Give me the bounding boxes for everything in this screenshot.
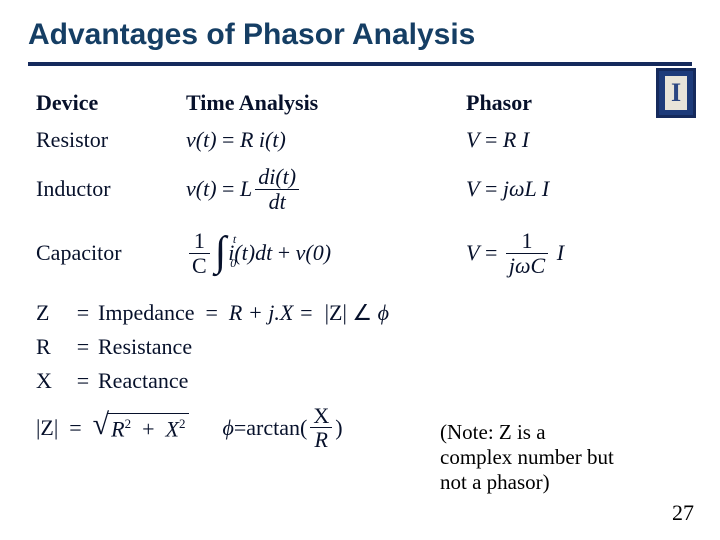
def-z-phi: ϕ: [378, 300, 389, 325]
zline-close: ): [335, 415, 342, 441]
time-resistor-op: =: [222, 127, 234, 153]
note-line2: complex number but: [440, 445, 614, 469]
def-z-expr-pre: R + j.X =: [229, 300, 314, 325]
header-device: Device: [36, 90, 186, 116]
table-header-row: Device Time Analysis Phasor: [36, 86, 692, 120]
angle-icon: ∠: [352, 300, 372, 325]
def-z-extra-eq: =: [206, 300, 218, 325]
def-z-absz: |Z|: [325, 300, 347, 325]
zline-frac: X R: [310, 404, 332, 451]
integral-upper: t: [233, 236, 236, 243]
phasor-capacitor-tail: I: [557, 240, 564, 266]
zline-x: X: [166, 416, 179, 441]
zline-lhs: |Z|: [36, 415, 58, 441]
phasor-resistor-lhs: V: [466, 127, 479, 153]
note-text: (Note: Z is a complex number but not a p…: [440, 420, 670, 496]
time-inductor-frac: di(t) dt: [255, 165, 299, 212]
def-z-sym: Z: [36, 300, 68, 326]
time-capacitor-leadden: C: [189, 254, 210, 277]
phasor-capacitor-lhs: V: [466, 240, 479, 266]
zline-x-exp: 2: [179, 416, 186, 431]
def-r-sym: R: [36, 334, 68, 360]
def-x-sym: X: [36, 368, 68, 394]
phasor-capacitor: V = 1 jωC I: [466, 229, 564, 276]
zline-frac-den: R: [312, 428, 331, 451]
page-number: 27: [672, 500, 694, 526]
time-inductor-op: =: [222, 176, 234, 202]
label-inductor: Inductor: [36, 176, 186, 202]
phasor-inductor-op: =: [485, 176, 497, 202]
zline-frac-num: X: [310, 404, 332, 427]
def-x-label: Reactance: [98, 368, 188, 394]
phasor-capacitor-num: 1: [519, 229, 536, 252]
integral-icon: ∫ t 0: [215, 240, 227, 265]
phasor-inductor-lhs: V: [466, 176, 479, 202]
time-capacitor: 1 C ∫ t 0 i(t)dt + v(0): [186, 229, 466, 276]
phasor-capacitor-op: =: [485, 240, 497, 266]
content-area: Device Time Analysis Phasor Resistor v(t…: [28, 86, 692, 451]
def-z-label: Impedance: [98, 300, 195, 325]
slide-title: Advantages of Phasor Analysis: [28, 18, 692, 52]
time-inductor-num: di(t): [255, 165, 299, 188]
zline-radicand: R2 + X2: [107, 413, 189, 442]
time-capacitor-leadfrac: 1 C: [189, 229, 210, 276]
def-x: X = Reactance: [36, 364, 692, 398]
zline-eq: =: [69, 415, 81, 441]
zline-phi: ϕ: [222, 415, 233, 441]
phasor-inductor-rhs: jωL I: [503, 176, 549, 202]
label-resistor: Resistor: [36, 127, 186, 153]
time-inductor-coef: L: [240, 176, 252, 202]
row-inductor: Inductor v(t) = L di(t) dt V =: [36, 160, 692, 218]
zline-arctan: =arctan(: [234, 415, 307, 441]
time-capacitor-plus: +: [278, 240, 290, 266]
def-r-label: Resistance: [98, 334, 192, 360]
phasor-capacitor-den: jωC: [506, 254, 548, 277]
integral-lower: 0: [230, 260, 236, 267]
slide: Advantages of Phasor Analysis I Device T…: [0, 0, 720, 540]
def-z: Z = Impedance = R + j.X = |Z| ∠ ϕ: [36, 296, 692, 330]
time-inductor-lhs: v(t): [186, 176, 217, 202]
definitions: Z = Impedance = R + j.X = |Z| ∠ ϕ R = Re…: [36, 296, 692, 398]
phasor-capacitor-frac: 1 jωC: [506, 229, 548, 276]
zline-plus: +: [142, 416, 154, 441]
def-r-eq: =: [68, 334, 98, 360]
note-line1: (Note: Z is a: [440, 420, 546, 444]
header-time: Time Analysis: [186, 90, 466, 116]
label-capacitor: Capacitor: [36, 240, 186, 266]
title-rule: [28, 62, 692, 66]
zline-r-exp: 2: [125, 416, 132, 431]
time-inductor-den: dt: [266, 190, 289, 213]
time-resistor-lhs: v(t): [186, 127, 217, 153]
phasor-resistor-rhs: R I: [503, 127, 529, 153]
phasor-resistor-op: =: [485, 127, 497, 153]
phasor-inductor: V = jωL I: [466, 176, 549, 202]
zline-r: R: [111, 416, 124, 441]
header-phasor: Phasor: [466, 90, 532, 116]
def-r: R = Resistance: [36, 330, 692, 364]
time-resistor-rhs: R i(t): [240, 127, 286, 153]
def-x-eq: =: [68, 368, 98, 394]
time-capacitor-tail: v(0): [296, 240, 331, 266]
time-inductor: v(t) = L di(t) dt: [186, 165, 466, 212]
row-capacitor: Capacitor 1 C ∫ t 0 i(t)dt + v(0): [36, 218, 692, 288]
time-capacitor-leadnum: 1: [191, 229, 208, 252]
time-resistor: v(t) = R i(t): [186, 127, 466, 153]
def-z-eq: =: [68, 300, 98, 326]
note-line3: not a phasor): [440, 470, 550, 494]
row-resistor: Resistor v(t) = R i(t) V = R I: [36, 120, 692, 160]
phasor-resistor: V = R I: [466, 127, 529, 153]
sqrt-icon: √ R2 + X2: [93, 413, 190, 442]
